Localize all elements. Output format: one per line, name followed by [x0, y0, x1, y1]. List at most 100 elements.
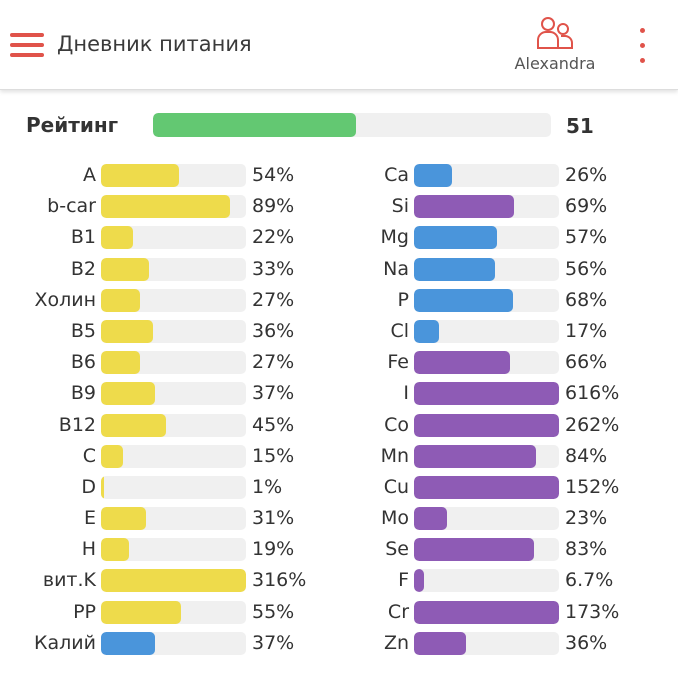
nutrient-label: B9 — [70, 382, 96, 405]
more-options-icon[interactable] — [636, 28, 648, 64]
minerals-column: Ca 26% Si 69% Mg 57% Na 56% P 68% Cl 17% Fe 66… — [312, 162, 619, 661]
app-header: Дневник питания Alexandra — [0, 0, 678, 90]
nutrient-percent: 17% — [565, 319, 608, 342]
nutrient-bar-fill — [414, 507, 448, 531]
nutrient-percent: 31% — [252, 507, 295, 530]
nutrient-row: Cr 173% — [312, 599, 619, 630]
nutrient-bar — [101, 600, 246, 624]
nutrient-row: PP 55% — [0, 599, 294, 630]
nutrient-percent: 15% — [252, 444, 295, 467]
nutrient-row: D 1% — [0, 474, 282, 505]
nutrient-bar-fill — [101, 569, 246, 593]
nutrient-row: P 68% — [312, 287, 607, 318]
nutrient-label: I — [403, 382, 409, 405]
nutrient-percent: 616% — [565, 382, 620, 405]
nutrient-row: B9 37% — [0, 380, 294, 411]
nutrient-row: Mg 57% — [312, 224, 607, 255]
nutrient-row: Zn 36% — [312, 630, 607, 661]
nutrient-label: Cu — [383, 475, 409, 498]
nutrient-bar-fill — [414, 195, 515, 219]
nutrient-label: Fe — [387, 351, 409, 374]
nutrient-percent: 37% — [252, 382, 295, 405]
nutrient-label: B6 — [70, 351, 96, 374]
nutrient-label: Mn — [380, 444, 409, 467]
nutrient-bar — [101, 351, 246, 375]
nutrient-bar-fill — [101, 538, 129, 562]
nutrient-bar-fill — [414, 319, 439, 343]
nutrient-percent: 89% — [252, 195, 295, 218]
nutrient-label: Si — [391, 195, 409, 218]
nutrient-label: вит.K — [42, 569, 96, 592]
nutrient-bar — [414, 319, 559, 343]
nutrient-label: P — [397, 288, 409, 311]
nutrient-bar-fill — [101, 507, 146, 531]
nutrient-bar — [101, 444, 246, 468]
nutrient-row: Mn 84% — [312, 443, 607, 474]
nutrient-bar-fill — [101, 475, 104, 499]
nutrient-percent: 66% — [565, 351, 608, 374]
nutrient-percent: 69% — [565, 195, 608, 218]
nutrient-percent: 22% — [252, 226, 295, 249]
nutrient-percent: 55% — [252, 600, 295, 623]
nutrient-label: Cl — [390, 319, 409, 342]
nutrient-bar-fill — [101, 319, 154, 343]
nutrient-label: B2 — [70, 257, 96, 280]
nutrient-row: Fe 66% — [312, 349, 607, 380]
nutrient-label: A — [83, 164, 96, 186]
nutrient-bar-fill — [414, 569, 424, 593]
nutrient-bar-fill — [101, 444, 123, 468]
nutrient-label: H — [81, 538, 96, 561]
nutrient-bar — [414, 226, 559, 250]
nutrient-bar — [101, 631, 246, 655]
rating-value: 51 — [566, 114, 594, 138]
hamburger-menu-icon[interactable] — [10, 33, 44, 57]
nutrient-label: B1 — [70, 226, 96, 249]
nutrient-label: Cr — [387, 600, 409, 623]
nutrient-bar-fill — [414, 257, 496, 281]
nutrient-percent: 27% — [252, 288, 295, 311]
nutrient-bar — [414, 475, 559, 499]
nutrient-bar-fill — [414, 413, 559, 437]
nutrient-bar — [101, 195, 246, 219]
nutrient-percent: 1% — [252, 475, 283, 498]
vitamins-column: A 54% b-car 89% B1 22% B2 33% Холин 27% B5 36… — [0, 162, 306, 661]
page-title: Дневник питания — [57, 32, 252, 56]
user-switch-button[interactable]: Alexandra — [505, 16, 605, 73]
nutrient-bar — [414, 569, 559, 593]
nutrient-bar-fill — [101, 226, 133, 250]
nutrient-percent: 36% — [565, 631, 608, 654]
nutrient-bar-fill — [101, 351, 141, 375]
nutrient-row: C 15% — [0, 443, 294, 474]
user-name: Alexandra — [514, 54, 596, 73]
nutrient-bar-fill — [414, 382, 559, 406]
nutrient-bar-fill — [414, 444, 536, 468]
nutrient-bar — [101, 382, 246, 406]
nutrient-bar — [414, 288, 559, 312]
nutrient-label: F — [398, 569, 409, 592]
nutrient-bar-fill — [414, 631, 467, 655]
nutrient-label: B5 — [70, 319, 96, 342]
nutrient-percent: 68% — [565, 288, 608, 311]
nutrient-percent: 54% — [252, 164, 295, 186]
nutrient-row: F 6.7% — [312, 567, 613, 598]
nutrient-bar — [414, 257, 559, 281]
nutrient-label: B12 — [58, 413, 96, 436]
nutrient-bar — [414, 164, 559, 187]
nutrient-label: Se — [385, 538, 409, 561]
nutrient-label: PP — [73, 600, 96, 623]
nutrient-bar — [101, 226, 246, 250]
nutrient-percent: 33% — [252, 257, 295, 280]
nutrient-label: E — [83, 507, 96, 530]
nutrient-bar — [101, 569, 246, 593]
nutrient-bar-fill — [414, 351, 510, 375]
nutrient-percent: 37% — [252, 631, 295, 654]
nutrient-label: Холин — [34, 288, 96, 311]
nutrient-row: Калий 37% — [0, 630, 294, 661]
nutrient-bar — [101, 475, 246, 499]
users-icon — [537, 17, 573, 49]
nutrient-bar-fill — [414, 538, 535, 562]
nutrient-label: Ca — [384, 164, 409, 186]
nutrient-bar-fill — [414, 600, 559, 624]
nutrient-percent: 262% — [565, 413, 620, 436]
nutrient-row: B2 33% — [0, 256, 294, 287]
